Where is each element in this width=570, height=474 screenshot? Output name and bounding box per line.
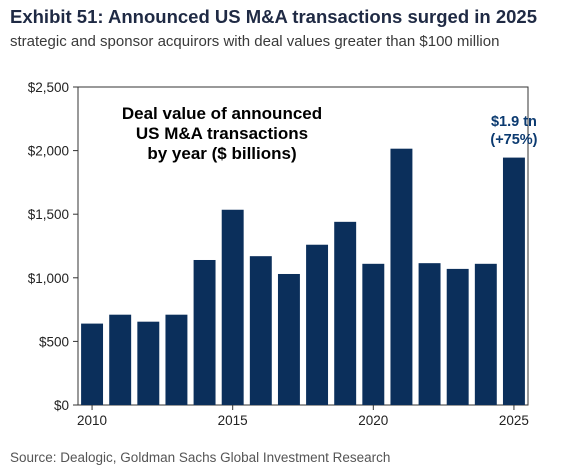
bar-2022 <box>418 263 441 405</box>
in-chart-label-line: by year ($ billions) <box>147 144 296 163</box>
in-chart-label-line: Deal value of announced <box>122 104 322 123</box>
bar-2021 <box>390 148 413 405</box>
bar-annotation: $1.9 tn (+75%) <box>490 114 537 148</box>
in-chart-label-line: US M&A transactions <box>136 124 308 143</box>
bar-2011 <box>109 314 132 405</box>
bar-2010 <box>81 323 104 405</box>
plot-frame <box>77 86 529 406</box>
chart-subtitle: strategic and sponsor acquirors with dea… <box>10 33 500 50</box>
bar-2025 <box>502 157 525 405</box>
x-tick-label: 2020 <box>358 413 388 428</box>
y-tick-label: $500 <box>39 334 69 349</box>
bar-2013 <box>165 314 188 405</box>
x-axis: 2010 2015 2020 2025 <box>77 405 529 428</box>
bar-2016 <box>249 256 272 405</box>
source-note: Source: Dealogic, Goldman Sachs Global I… <box>10 450 391 465</box>
x-tick-label: 2010 <box>77 413 107 428</box>
y-tick-label: $2,000 <box>28 144 69 159</box>
plot-border <box>77 86 529 406</box>
y-tick-label: $1,000 <box>28 271 69 286</box>
x-tick-label: 2025 <box>499 413 529 428</box>
bar-2024 <box>474 263 497 405</box>
bar-2018 <box>306 244 329 405</box>
bar-2014 <box>193 259 216 405</box>
bar-2023 <box>446 268 469 405</box>
bars-group <box>81 148 525 405</box>
bar-annotation-line: (+75%) <box>490 132 537 148</box>
bar-2015 <box>221 209 244 405</box>
x-tick-label: 2015 <box>218 413 248 428</box>
bar-2017 <box>277 273 300 405</box>
y-tick-label: $2,500 <box>28 80 69 95</box>
y-axis: $0 $500 $1,000 $1,500 $2,000 $2,500 <box>28 80 78 413</box>
bar-2020 <box>362 263 385 405</box>
y-tick-label: $0 <box>54 398 69 413</box>
bar-annotation-line: $1.9 tn <box>491 114 537 130</box>
bar-2012 <box>137 321 160 405</box>
bar-2019 <box>334 221 357 405</box>
chart-title: Exhibit 51: Announced US M&A transaction… <box>10 6 538 27</box>
y-tick-label: $1,500 <box>28 207 69 222</box>
